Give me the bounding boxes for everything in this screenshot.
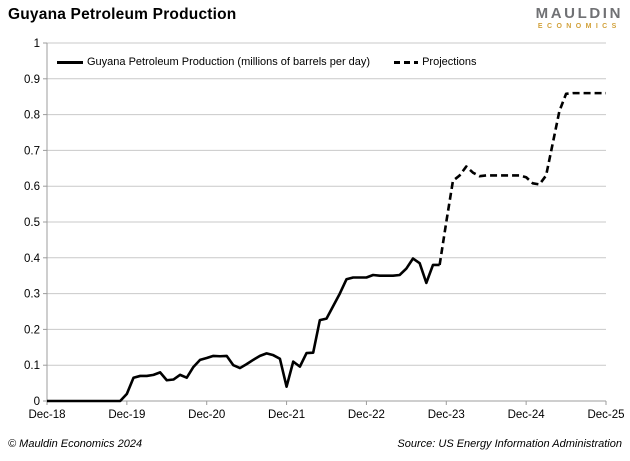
solid-line-swatch-icon xyxy=(57,60,83,64)
y-tick-label: 0 xyxy=(34,396,40,408)
y-tick-label: 0.8 xyxy=(24,110,40,122)
x-tick-label: Dec-23 xyxy=(428,409,465,421)
x-axis-labels: Dec-18 Dec-19 Dec-20 Dec-21 Dec-22 Dec-23 Dec-… xyxy=(28,401,625,421)
y-tick-label: 0.5 xyxy=(24,217,40,229)
chart-legend: Guyana Petroleum Production (millions of… xyxy=(57,54,477,70)
legend-item-actual: Guyana Petroleum Production (millions of… xyxy=(57,56,370,68)
source-text: Source: US Energy Information Administra… xyxy=(397,438,622,450)
legend-label-projections: Projections xyxy=(422,56,477,68)
series-projection-line xyxy=(438,91,606,266)
x-tick-label: Dec-18 xyxy=(28,409,65,421)
y-tick-label: 0.6 xyxy=(24,181,40,193)
logo-subtitle: ECONOMICS xyxy=(537,23,621,30)
y-tick-label: 0.1 xyxy=(24,360,40,372)
x-tick-label: Dec-21 xyxy=(268,409,305,421)
x-tick-label: Dec-24 xyxy=(508,409,546,421)
page-title: Guyana Petroleum Production xyxy=(8,6,237,23)
gridlines xyxy=(47,42,606,402)
mauldin-economics-logo: MAULDIN ECONOMICS xyxy=(536,6,623,30)
x-tick-label: Dec-19 xyxy=(108,409,145,421)
legend-label-actual: Guyana Petroleum Production (millions of… xyxy=(87,56,371,68)
dashed-line-swatch-icon xyxy=(394,60,419,64)
y-axis-labels: 0 0.1 0.2 0.3 0.4 0.5 0.6 0.7 0.8 0.9 1 xyxy=(24,38,47,408)
y-tick-label: 0.4 xyxy=(24,253,41,265)
y-tick-label: 0.9 xyxy=(24,74,40,86)
x-tick-label: Dec-20 xyxy=(188,409,225,421)
logo-wordmark: MAULDIN xyxy=(535,5,623,22)
y-tick-label: 0.2 xyxy=(24,324,40,336)
series-actual-line xyxy=(47,257,440,403)
legend-item-projections: Projections xyxy=(394,56,477,68)
y-tick-label: 0.3 xyxy=(24,289,40,301)
copyright-text: © Mauldin Economics 2024 xyxy=(8,438,143,450)
y-tick-label: 0.7 xyxy=(24,145,40,157)
y-tick-label: 1 xyxy=(34,38,40,50)
x-tick-label: Dec-22 xyxy=(348,409,385,421)
x-tick-label: Dec-25 xyxy=(587,409,624,421)
